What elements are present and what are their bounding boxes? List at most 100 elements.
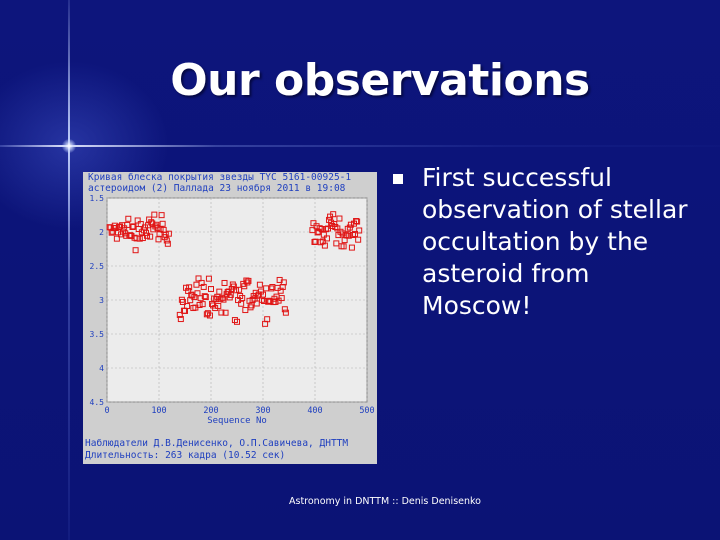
data-point (137, 221, 144, 228)
data-point (323, 235, 330, 242)
data-point (216, 288, 223, 295)
data-point (196, 302, 203, 309)
data-point (208, 286, 214, 293)
data-point (199, 301, 206, 308)
data-point (353, 218, 360, 225)
data-point (336, 215, 343, 222)
data-point (264, 316, 271, 323)
slide-title: Our observations (170, 55, 590, 106)
data-point (206, 312, 213, 319)
data-point (340, 243, 347, 250)
figure-footer-line-1: Наблюдатели Д.В.Денисенко, О.П.Савичева,… (85, 438, 349, 449)
x-tick-label: 200 (203, 406, 218, 416)
data-point (321, 242, 328, 249)
y-tick-label: 2 (99, 228, 104, 237)
data-point (328, 219, 335, 226)
data-point (330, 211, 337, 218)
data-point (310, 220, 317, 227)
figure-header-line-1: Кривая блеска покрытия звезды TYC 5161-0… (88, 172, 352, 183)
bullet-square-icon (393, 174, 403, 184)
data-point (185, 287, 192, 294)
data-point (232, 287, 239, 294)
figure-footer: Наблюдатели Д.В.Денисенко, О.П.Савичева,… (83, 438, 377, 462)
data-point (247, 304, 254, 311)
data-point (334, 225, 341, 232)
data-point (154, 224, 161, 231)
y-tick-label: 1.5 (90, 194, 105, 203)
data-point (151, 211, 158, 218)
data-point (220, 296, 227, 303)
figure-header: Кривая блеска покрытия звезды TYC 5161-0… (83, 172, 377, 196)
y-tick-label: 4.5 (90, 398, 105, 407)
data-point (320, 231, 327, 238)
data-point (162, 231, 169, 238)
data-point (234, 318, 240, 325)
data-point (125, 215, 132, 222)
data-point (356, 227, 363, 234)
data-point (201, 293, 208, 300)
data-point (280, 279, 287, 286)
data-point (191, 294, 198, 301)
data-point (136, 235, 143, 242)
data-point (318, 225, 325, 232)
data-point (236, 286, 243, 293)
data-point (215, 302, 222, 309)
data-point (268, 285, 275, 292)
data-point (352, 230, 359, 237)
data-point (147, 233, 154, 240)
lightcurve-figure: Кривая блеска покрытия звезды TYC 5161-0… (83, 172, 377, 464)
data-point (165, 230, 172, 237)
data-point (200, 283, 207, 290)
decorative-vertical-line (68, 0, 70, 540)
data-point (157, 226, 164, 233)
data-point (260, 291, 266, 298)
x-tick-label: 300 (255, 406, 270, 416)
data-point (164, 240, 171, 247)
data-point (203, 311, 210, 318)
data-point (176, 311, 183, 318)
y-tick-label: 2.5 (90, 262, 105, 271)
data-point (163, 237, 170, 244)
data-point (253, 300, 260, 307)
data-point (156, 230, 163, 237)
data-point (348, 244, 355, 251)
data-point (239, 295, 246, 302)
data-point (282, 309, 289, 316)
lightcurve-chart: 0 100 200 300 400 500 1.5 2 2.5 3 3.5 4 4.5 Sequence … (90, 194, 375, 426)
data-point (244, 279, 251, 286)
data-point (177, 316, 184, 323)
x-tick-label: 100 (151, 406, 166, 416)
data-point (202, 294, 209, 301)
data-point (159, 220, 166, 227)
decorative-horizontal-line (0, 145, 720, 147)
data-point (354, 218, 361, 225)
data-point (278, 295, 285, 302)
decorative-star (62, 139, 76, 153)
data-point (195, 275, 202, 282)
data-point (355, 236, 362, 243)
data-point (194, 290, 201, 297)
y-tick-label: 3 (99, 296, 104, 305)
data-point (219, 294, 226, 301)
data-point (158, 212, 165, 219)
data-point (227, 291, 234, 298)
data-point (281, 306, 288, 313)
data-point (153, 221, 160, 228)
figure-header-line-2: астероидом (2) Паллада 23 ноября 2011 в … (88, 183, 346, 194)
x-axis-label: Sequence No (207, 416, 267, 426)
data-point (144, 232, 151, 239)
data-point (113, 235, 120, 242)
data-point (339, 230, 346, 237)
data-point (129, 223, 136, 230)
data-point (345, 232, 352, 239)
data-point (145, 222, 152, 229)
figure-footer-line-2: Длительность: 263 кадра (10.52 сек) (85, 450, 286, 461)
data-point (133, 235, 140, 242)
data-point (222, 309, 229, 316)
data-point (218, 309, 225, 316)
data-point (132, 247, 139, 254)
y-tick-label: 3.5 (90, 330, 105, 339)
y-tick-label: 4 (99, 364, 104, 373)
slide-footer: Astronomy in DNTTM :: Denis Denisenko (289, 496, 481, 507)
data-point (245, 277, 252, 284)
